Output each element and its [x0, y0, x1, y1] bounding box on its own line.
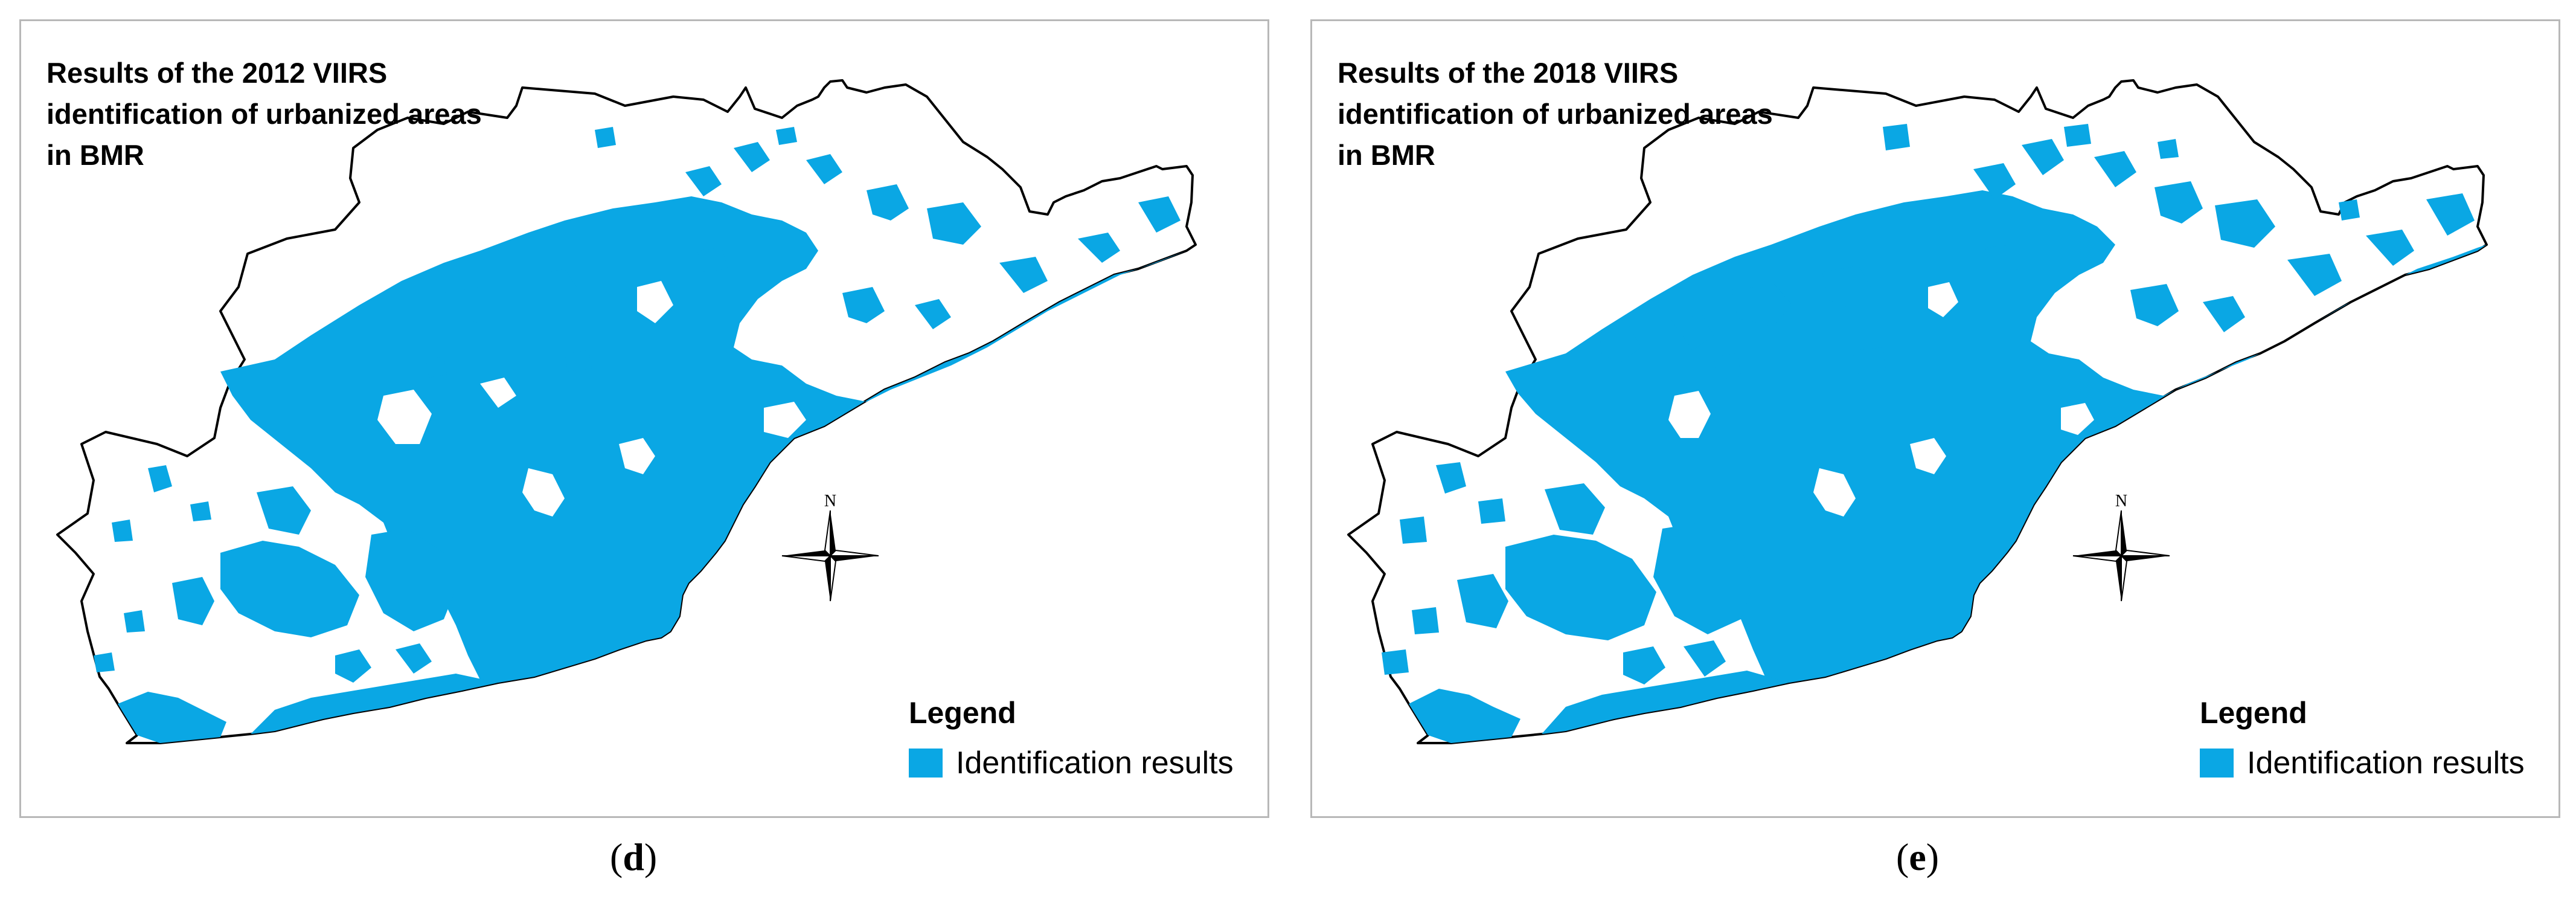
urbanized-areas [1382, 124, 2487, 743]
north-arrow-icon: N [2072, 492, 2170, 602]
map-canvas-2012: N [56, 79, 1197, 744]
panel-label-d: (d) [610, 836, 658, 878]
legend-swatch [909, 749, 943, 778]
map-title: Results of the 2018 VIIRS identification… [1338, 57, 1773, 171]
legend-title: Legend [2200, 696, 2307, 730]
legend-label: Identification results [2247, 745, 2525, 781]
north-label: N [824, 492, 836, 510]
legend-label: Identification results [956, 745, 1234, 781]
panel-label-e: (e) [1896, 836, 1940, 878]
legend-item: Identification results [909, 745, 1234, 781]
legend-title: Legend [909, 696, 1016, 730]
map-canvas-2018: N [1347, 79, 2488, 744]
urbanized-areas [94, 127, 1196, 743]
north-label: N [2115, 492, 2127, 510]
map-panel-2012: N Results of the 2012 VIIRS identificati… [19, 19, 1269, 818]
map-panel-2018: N Results of the 2018 VIIRS identificati… [1310, 19, 2560, 818]
legend-swatch [2200, 749, 2234, 778]
legend-item: Identification results [2200, 745, 2525, 781]
map-title: Results of the 2012 VIIRS identification… [46, 57, 482, 171]
north-arrow-icon: N [781, 492, 879, 602]
